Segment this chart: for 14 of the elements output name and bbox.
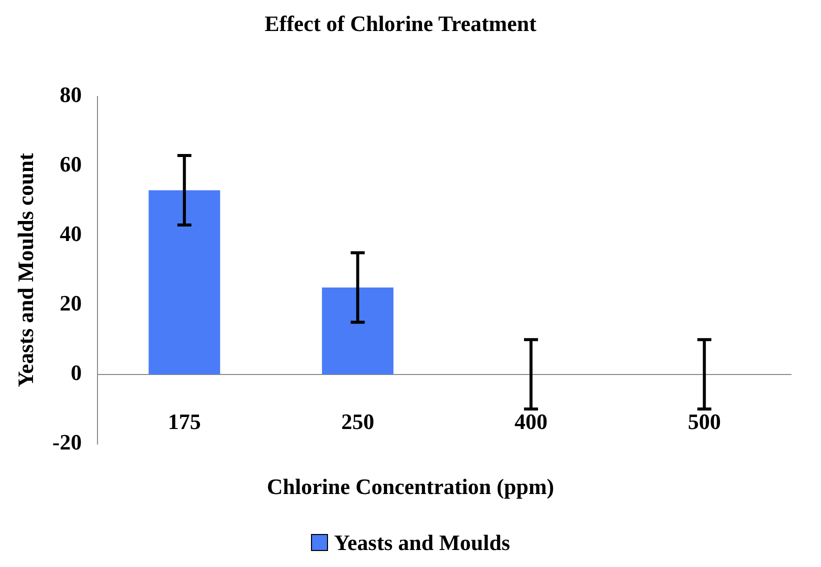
y-tick-label: 0 (70, 360, 82, 386)
x-tick-label: 175 (168, 409, 201, 434)
y-tick-label: 40 (60, 221, 82, 246)
chart-title: Effect of Chlorine Treatment (264, 10, 538, 36)
y-tick-label: 80 (60, 82, 82, 108)
y-tick-label: 60 (60, 152, 82, 177)
y-axis-title: Yeasts and Moulds count (12, 152, 38, 388)
y-tick-label: 20 (60, 290, 82, 316)
x-tick-label: 400 (514, 409, 548, 434)
x-tick-label: 250 (341, 409, 374, 434)
legend-label: Yeasts and Moulds (332, 530, 510, 555)
x-axis-title: Chlorine Concentration (ppm) (266, 474, 556, 500)
y-tick-label: -20 (52, 429, 82, 454)
x-tick-label: 500 (688, 409, 721, 434)
